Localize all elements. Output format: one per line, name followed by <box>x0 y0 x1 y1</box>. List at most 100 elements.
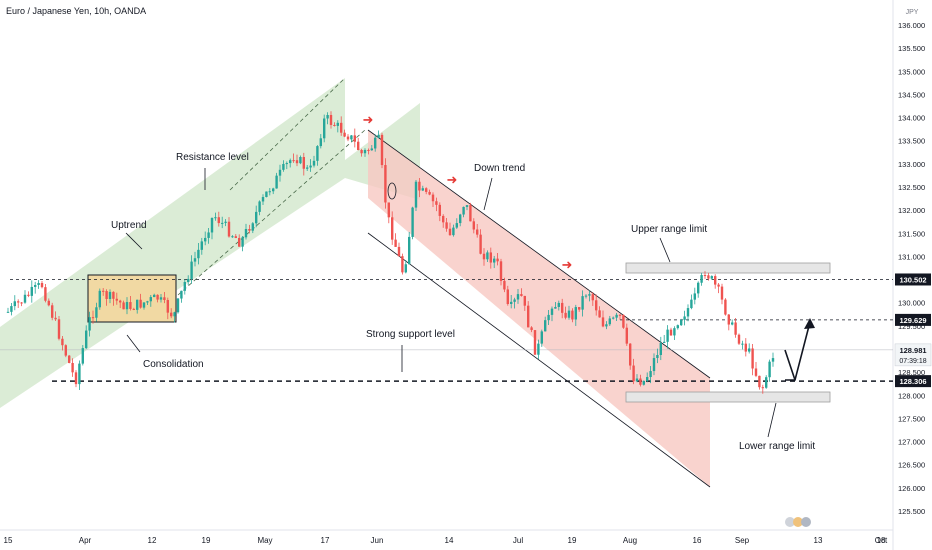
candle-body[interactable] <box>629 343 632 366</box>
candle-body[interactable] <box>598 310 601 318</box>
candle-body[interactable] <box>601 317 605 327</box>
candle-body[interactable] <box>183 282 186 291</box>
candle-body[interactable] <box>707 275 710 279</box>
lower-range-box[interactable] <box>625 391 831 403</box>
candle-body[interactable] <box>608 318 611 325</box>
candle-body[interactable] <box>442 215 445 223</box>
annotation-lower-range-limit[interactable]: Lower range limit <box>739 441 815 452</box>
candle-body[interactable] <box>686 308 690 317</box>
candle-body[interactable] <box>129 302 132 309</box>
candle-body[interactable] <box>564 312 567 318</box>
candle-body[interactable] <box>163 297 166 300</box>
candle-body[interactable] <box>44 287 47 301</box>
candle-body[interactable] <box>71 362 74 373</box>
candle-body[interactable] <box>54 317 57 320</box>
candle-body[interactable] <box>367 149 370 151</box>
candle-body[interactable] <box>595 300 598 311</box>
candle-body[interactable] <box>285 163 288 165</box>
candle-body[interactable] <box>265 191 268 198</box>
candle-body[interactable] <box>190 261 193 279</box>
candle-body[interactable] <box>95 307 98 318</box>
candle-body[interactable] <box>459 214 462 224</box>
candle-body[interactable] <box>20 302 23 304</box>
candle-body[interactable] <box>302 157 305 169</box>
candle-body[interactable] <box>727 314 730 325</box>
consolidation-box[interactable] <box>87 274 177 323</box>
candle-body[interactable] <box>122 302 125 310</box>
candle-body[interactable] <box>588 294 591 296</box>
candle-body[interactable] <box>47 300 50 306</box>
candle-body[interactable] <box>210 217 214 233</box>
candle-body[interactable] <box>278 169 282 176</box>
candle-body[interactable] <box>683 316 686 320</box>
candle-body[interactable] <box>408 236 411 265</box>
candle-body[interactable] <box>176 298 180 313</box>
candle-body[interactable] <box>221 222 224 224</box>
candle-body[interactable] <box>720 286 724 300</box>
candle-body[interactable] <box>275 175 278 189</box>
candle-body[interactable] <box>357 141 360 150</box>
candle-body[interactable] <box>234 236 237 238</box>
candle-body[interactable] <box>102 290 105 292</box>
candle-body[interactable] <box>578 307 581 310</box>
candle-body[interactable] <box>452 227 455 236</box>
candle-body[interactable] <box>125 302 129 310</box>
candle-body[interactable] <box>380 134 384 166</box>
candle-body[interactable] <box>394 239 397 247</box>
candle-body[interactable] <box>57 319 61 339</box>
candle-body[interactable] <box>414 181 418 208</box>
candle-body[interactable] <box>248 229 251 231</box>
candle-body[interactable] <box>717 284 720 287</box>
candle-body[interactable] <box>703 275 707 277</box>
candle-body[interactable] <box>27 294 30 296</box>
annotation-upper-range-limit[interactable]: Upper range limit <box>631 224 707 235</box>
candle-body[interactable] <box>744 343 747 352</box>
uptrend-resistance-line[interactable] <box>229 77 346 191</box>
candle-body[interactable] <box>91 317 95 319</box>
candle-body[interactable] <box>445 222 448 229</box>
candle-body[interactable] <box>74 372 78 385</box>
candle-body[interactable] <box>81 348 84 364</box>
candle-body[interactable] <box>105 291 108 299</box>
candle-body[interactable] <box>350 135 353 140</box>
candle-body[interactable] <box>571 310 574 320</box>
candle-body[interactable] <box>353 135 356 142</box>
candle-body[interactable] <box>676 325 679 329</box>
candle-body[interactable] <box>584 295 588 297</box>
candle-body[interactable] <box>581 296 584 310</box>
annotation-strong-support-level[interactable]: Strong support level <box>366 329 455 340</box>
candle-body[interactable] <box>173 312 176 317</box>
candle-body[interactable] <box>639 378 642 385</box>
candle-body[interactable] <box>6 311 10 313</box>
candle-body[interactable] <box>567 310 571 318</box>
annotation-uptrend[interactable]: Uptrend <box>111 220 147 231</box>
candle-body[interactable] <box>663 341 666 344</box>
candle-body[interactable] <box>193 258 197 262</box>
candle-body[interactable] <box>30 286 33 296</box>
candle-body[interactable] <box>510 301 513 304</box>
candle-body[interactable] <box>700 275 703 283</box>
downtrend-upper-line[interactable] <box>367 129 711 379</box>
candle-body[interactable] <box>374 137 377 149</box>
candle-body[interactable] <box>112 291 115 299</box>
candle-body[interactable] <box>527 305 530 328</box>
candle-body[interactable] <box>659 343 662 355</box>
candle-body[interactable] <box>741 343 744 345</box>
candle-body[interactable] <box>401 256 404 273</box>
candle-body[interactable] <box>98 290 101 308</box>
candle-body[interactable] <box>309 165 312 168</box>
candle-body[interactable] <box>714 276 717 285</box>
candle-body[interactable] <box>397 246 401 257</box>
candle-body[interactable] <box>37 283 40 285</box>
candle-body[interactable] <box>51 305 54 318</box>
candle-body[interactable] <box>486 252 489 260</box>
candle-body[interactable] <box>455 223 458 228</box>
candle-body[interactable] <box>170 312 173 317</box>
candle-body[interactable] <box>61 338 64 346</box>
downtrend-lower-line[interactable] <box>367 232 711 488</box>
candle-body[interactable] <box>425 188 428 192</box>
candle-body[interactable] <box>673 328 676 336</box>
candle-body[interactable] <box>370 148 373 151</box>
candle-body[interactable] <box>472 221 475 230</box>
